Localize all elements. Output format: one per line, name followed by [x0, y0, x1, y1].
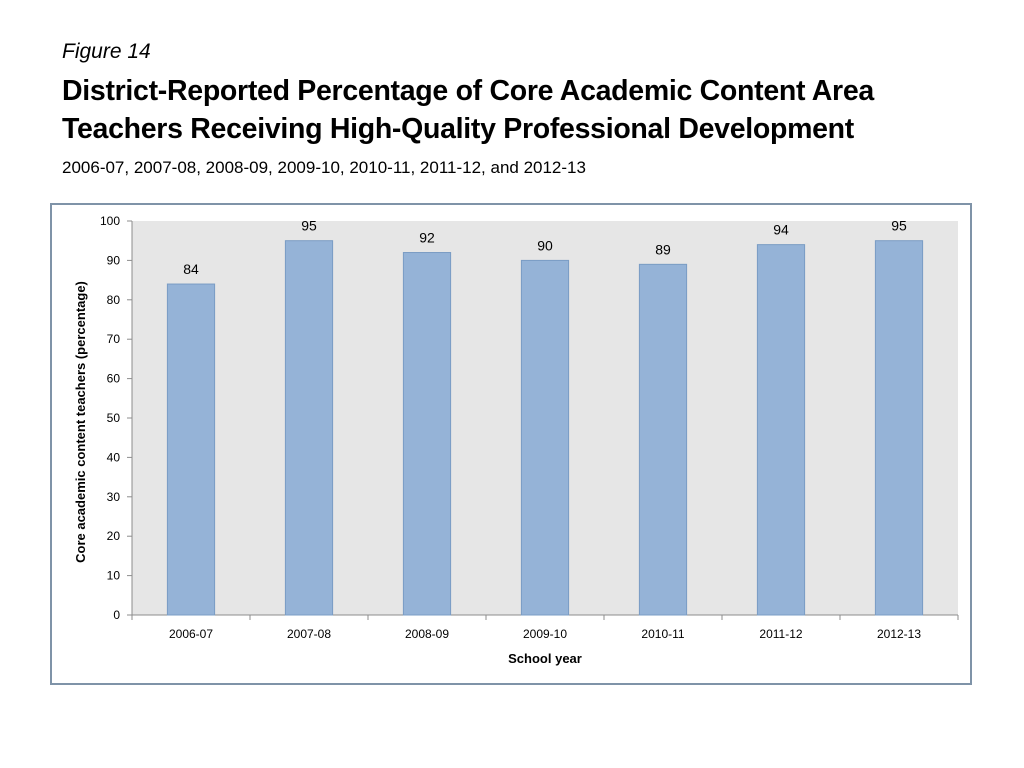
- data-label-2006-07: 84: [183, 261, 199, 277]
- bar-2011-12: [756, 244, 806, 616]
- x-tick-label-2010-11: 2010-11: [641, 627, 684, 641]
- y-tick-label: 50: [107, 411, 121, 425]
- y-tick-label: 30: [107, 490, 121, 504]
- y-tick-label: 10: [107, 569, 121, 583]
- chart-frame: 84 95 92 90 89 94 95 0 10 20 30 40 50 60 70 80 90 100 20…: [50, 203, 972, 685]
- bar-2008-09: [402, 252, 452, 616]
- data-label-2008-09: 92: [419, 230, 435, 246]
- figure-label: Figure 14: [62, 40, 151, 63]
- x-tick-label-2011-12: 2011-12: [759, 627, 802, 641]
- data-label-2010-11: 89: [655, 241, 671, 257]
- chart-title-line-1: District-Reported Percentage of Core Aca…: [62, 75, 874, 107]
- data-label-2007-08: 95: [301, 218, 317, 234]
- bars-group: [166, 240, 924, 616]
- y-tick-label: 0: [113, 608, 120, 622]
- bar-2009-10: [520, 259, 570, 616]
- y-tick-label: 100: [100, 214, 120, 228]
- data-label-2011-12: 94: [773, 222, 789, 238]
- y-tick-label: 60: [107, 372, 121, 386]
- y-tick-label: 70: [107, 332, 121, 346]
- y-ticks-group: 0 10 20 30 40 50 60 70 80 90 100: [100, 214, 132, 622]
- x-tick-label-2006-07: 2006-07: [169, 627, 213, 641]
- x-tick-label-2008-09: 2008-09: [405, 627, 449, 641]
- y-axis-label: Core academic content teachers (percenta…: [73, 281, 88, 563]
- chart-subtitle: 2006-07, 2007-08, 2008-09, 2009-10, 2010…: [62, 158, 586, 177]
- y-tick-label: 40: [107, 450, 121, 464]
- data-label-2009-10: 90: [537, 237, 553, 253]
- data-label-2012-13: 95: [891, 218, 907, 234]
- x-tick-label-2009-10: 2009-10: [523, 627, 567, 641]
- x-tick-label-2007-08: 2007-08: [287, 627, 331, 641]
- x-tick-label-2012-13: 2012-13: [877, 627, 921, 641]
- data-labels-group: 84 95 92 90 89 94 95: [183, 218, 907, 277]
- bar-chart: 84 95 92 90 89 94 95 0 10 20 30 40 50 60 70 80 90 100 20…: [73, 214, 959, 666]
- chart-title: District-Reported Percentage of Core Aca…: [62, 72, 992, 148]
- bar-2012-13: [874, 240, 924, 616]
- y-tick-label: 20: [107, 529, 121, 543]
- bar-2007-08: [284, 240, 334, 616]
- x-axis-label: School year: [508, 651, 582, 666]
- y-tick-label: 90: [107, 253, 121, 267]
- chart-title-line-2: Teachers Receiving High-Quality Professi…: [62, 113, 854, 145]
- y-tick-label: 80: [107, 293, 121, 307]
- x-ticks-group: 2006-07 2007-08 2008-09 2009-10 2010-11 2011-…: [131, 615, 959, 641]
- bar-2006-07: [166, 283, 216, 616]
- bar-2010-11: [638, 263, 688, 616]
